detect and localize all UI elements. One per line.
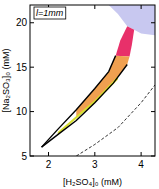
y-tick-label: 5 <box>21 151 27 162</box>
curve <box>76 85 155 156</box>
x-tick <box>141 152 142 156</box>
annotation-box: l=1mm <box>34 7 66 19</box>
x-tick <box>141 5 142 9</box>
region <box>58 76 118 135</box>
y-tick-label: 10 <box>16 106 28 117</box>
x-tick <box>94 5 95 9</box>
frame <box>30 5 155 156</box>
curve <box>42 65 128 148</box>
x-tick-label: 2 <box>46 159 52 170</box>
region <box>116 26 135 56</box>
y-axis-label: [Na₂SO₃]₀ (mM) <box>1 49 11 113</box>
region <box>76 56 129 118</box>
x-tick <box>94 152 95 156</box>
y-tick <box>30 67 34 68</box>
x-axis-label: [H₂SO₄]₀ (mM) <box>63 177 122 187</box>
y-tick <box>30 111 34 112</box>
annotation: l=1mm <box>36 8 64 18</box>
curve <box>42 56 116 147</box>
y-tick <box>30 156 34 157</box>
y-tick-label: 20 <box>16 17 28 28</box>
chart: 2 3 4 5 10 15 20 [H₂SO₄]₀ (mM) [Na₂SO₃]₀ (mM) l=1… <box>0 0 159 189</box>
y-tick-label: 15 <box>16 62 28 73</box>
plot-area <box>42 5 155 156</box>
y-tick <box>151 67 155 68</box>
y-tick <box>151 22 155 23</box>
x-tick-label: 3 <box>92 159 98 170</box>
y-tick <box>151 111 155 112</box>
y-tick <box>30 22 34 23</box>
annotation-frame <box>34 7 66 19</box>
x-tick-label: 4 <box>138 159 144 170</box>
y-tick <box>151 156 155 157</box>
x-tick <box>48 152 49 156</box>
